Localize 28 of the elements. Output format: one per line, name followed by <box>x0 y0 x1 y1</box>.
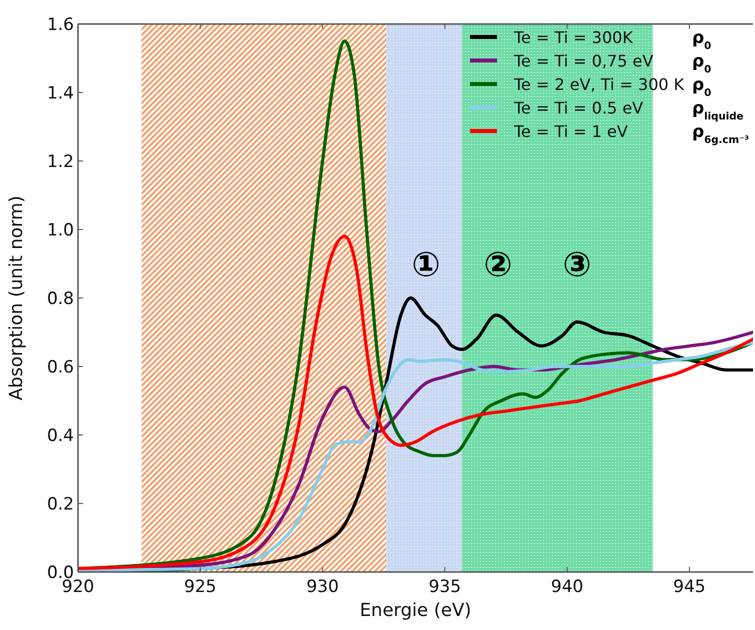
y-tick-label: 1.4 <box>46 84 74 104</box>
annotation: ρ$_{liquide}$ <box>692 98 744 122</box>
y-tick-label: 0.2 <box>46 494 74 514</box>
annotation: ① <box>412 245 440 285</box>
annotation: ρ$_{0}$ <box>692 75 712 98</box>
legend-label: Te = Ti = 0.5 eV <box>513 98 644 118</box>
y-axis-title: Absorption (unit norm) <box>6 196 27 400</box>
y-tick-label: 0.8 <box>46 289 74 309</box>
annotation: ρ$_{0}$ <box>692 52 712 75</box>
annotation: ρ$_{0}$ <box>692 28 712 52</box>
x-tick-label: 935 <box>428 577 462 597</box>
y-tick-label: 0.4 <box>46 426 74 446</box>
y-tick-label: 1.6 <box>46 15 74 35</box>
legend-label: Te = Ti = 0,75 eV <box>513 52 654 70</box>
y-tick-label: 0.6 <box>46 358 74 378</box>
annotation: ρ$_{6g.cm⁻³}$ <box>692 122 749 146</box>
legend-label: Te = Ti = 300K <box>513 28 634 47</box>
line-series <box>78 234 753 570</box>
y-tick-label: 1.0 <box>46 220 74 240</box>
legend-label: Te = Ti = 1 eV <box>513 122 628 141</box>
annotation: ② <box>484 245 512 285</box>
x-axis-title: Energie (eV) <box>360 600 472 621</box>
y-tick-label: 1.2 <box>46 152 74 172</box>
x-tick-label: 945 <box>673 577 706 597</box>
annotation: ③ <box>562 245 592 285</box>
x-tick-label: 930 <box>306 577 339 597</box>
x-tick-label: 940 <box>550 577 584 597</box>
x-tick-label: 925 <box>184 577 217 597</box>
